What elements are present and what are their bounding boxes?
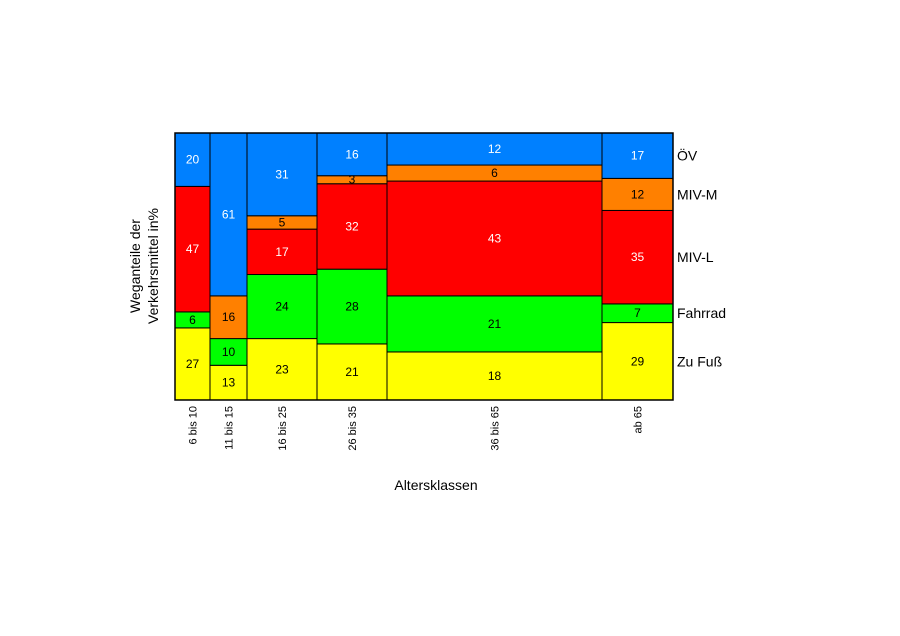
value-label-11-bis-15-zu-fuß: 13 [222,376,236,390]
value-label-16-bis-25-miv-m: 5 [279,215,286,229]
x-tick-6-bis-10: 6 bis 10 [188,406,200,445]
value-label-ab-65-zu-fuß: 29 [631,354,645,368]
plot-area: 27 6 47 20 13 10 16 61 23 24 17 5 31 21 28 32 3 16 18 21 43 6… [174,132,674,401]
x-tick-ab-65: ab 65 [633,406,645,434]
legend: Zu Fuß Fahrrad MIV-L MIV-M ÖV [677,147,726,370]
value-label-36-bis-65-zu-fuß: 18 [488,369,502,383]
cell-26-bis-35-miv-l [316,183,388,270]
legend-fahrrad: Fahrrad [677,305,726,321]
cell-26-bis-35-zu-fuß [316,343,388,401]
cell-36-bis-65-öv [386,132,603,166]
value-label-36-bis-65-miv-l: 43 [488,231,502,245]
legend-miv-l: MIV-L [677,249,714,265]
x-tick-36-bis-65: 36 bis 65 [490,406,502,451]
value-label-ab-65-miv-m: 12 [631,187,645,201]
x-tick-26-bis-35: 26 bis 35 [347,406,359,451]
value-label-6-bis-10-zu-fuß: 27 [186,357,200,371]
cell-16-bis-25-fahrrad [246,274,318,340]
value-label-ab-65-öv: 17 [631,149,645,163]
value-label-16-bis-25-fahrrad: 24 [275,300,289,314]
x-axis-label: Altersklassen [394,477,477,493]
value-label-6-bis-10-miv-l: 47 [186,242,200,256]
cell-36-bis-65-miv-l [386,180,603,297]
value-label-ab-65-miv-l: 35 [631,250,645,264]
value-label-16-bis-25-zu-fuß: 23 [275,362,289,376]
x-tick-11-bis-15: 11 bis 15 [224,406,236,450]
legend-zu-fuß: Zu Fuß [677,353,722,369]
value-label-11-bis-15-öv: 61 [222,207,236,221]
cell-ab-65-öv [601,132,674,179]
cell-26-bis-35-fahrrad [316,268,388,345]
value-label-16-bis-25-miv-l: 17 [275,245,289,259]
cell-6-bis-10-zu-fuß [174,327,211,401]
value-label-26-bis-35-miv-l: 32 [345,219,359,233]
value-label-26-bis-35-miv-m: 3 [349,173,356,187]
legend-miv-m: MIV-M [677,186,717,202]
value-label-6-bis-10-fahrrad: 6 [189,313,196,327]
y-axis-label-line-2: Verkehrsmittel in% [145,208,161,324]
plot-frame [174,132,674,401]
value-label-16-bis-25-öv: 31 [275,167,289,181]
value-label-6-bis-10-öv: 20 [186,153,200,167]
value-label-11-bis-15-miv-m: 16 [222,310,236,324]
value-label-ab-65-fahrrad: 7 [634,306,641,320]
cell-16-bis-25-öv [246,132,318,217]
value-label-36-bis-65-miv-m: 6 [491,166,498,180]
value-label-26-bis-35-fahrrad: 28 [345,300,359,314]
value-label-26-bis-35-zu-fuß: 21 [345,365,359,379]
cell-6-bis-10-öv [174,132,211,187]
value-label-11-bis-15-fahrrad: 10 [222,345,236,359]
cell-11-bis-15-miv-m [209,295,248,340]
legend-öv: ÖV [677,147,698,164]
cell-ab-65-zu-fuß [601,322,674,401]
x-tick-labels: 6 bis 10 11 bis 15 16 bis 25 26 bis 35 36 bi… [188,406,645,451]
value-label-26-bis-35-öv: 16 [345,147,359,161]
value-label-36-bis-65-fahrrad: 21 [488,317,502,331]
x-tick-16-bis-25: 16 bis 25 [277,406,289,451]
y-axis-label-line-1: Weganteile der [127,219,143,313]
value-label-36-bis-65-öv: 12 [488,142,502,156]
cell-16-bis-25-zu-fuß [246,338,318,401]
cell-36-bis-65-fahrrad [386,295,603,353]
